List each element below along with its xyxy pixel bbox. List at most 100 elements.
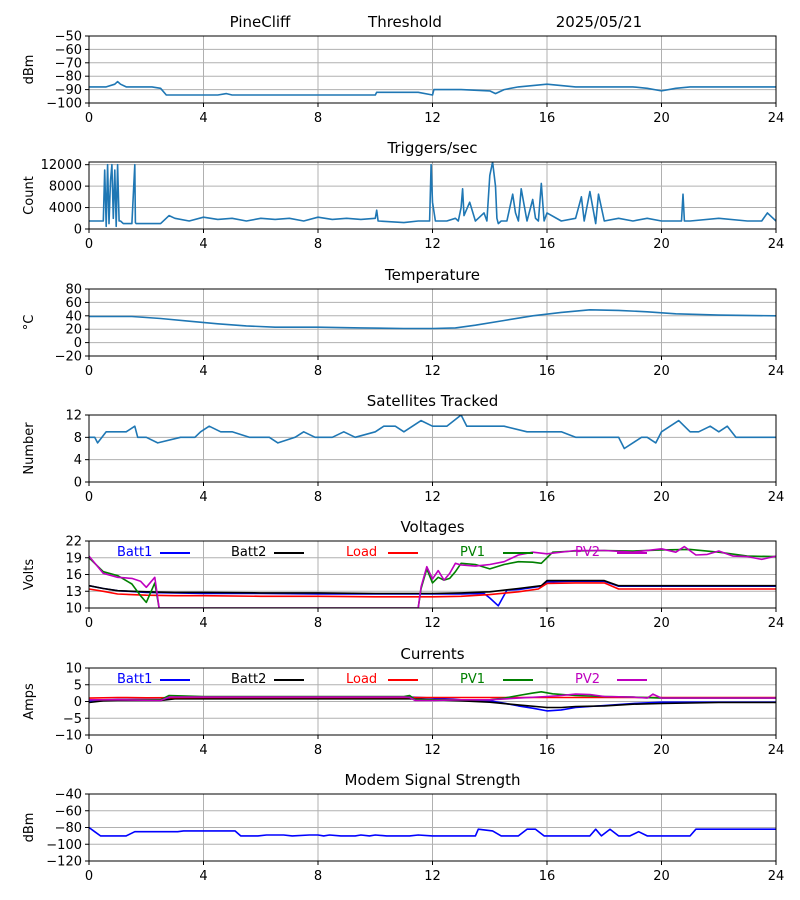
date-label: 2025/05/21	[556, 13, 642, 31]
legend-label-pv1: PV1	[460, 672, 485, 687]
x-tick-label: 8	[314, 869, 322, 884]
legend-label-batt2: Batt2	[231, 672, 266, 687]
y-axis-label: Number	[22, 422, 37, 475]
x-tick-label: 0	[85, 364, 93, 379]
y-tick-label: −50	[55, 30, 82, 45]
chart-title: Triggers/sec	[387, 139, 478, 157]
y-tick-label: 22	[65, 535, 82, 550]
x-tick-label: 8	[314, 616, 322, 631]
y-tick-label: 80	[65, 283, 82, 298]
x-tick-label: 24	[768, 490, 785, 505]
legend-label-batt1: Batt1	[117, 545, 152, 560]
x-tick-label: 4	[199, 616, 207, 631]
y-tick-label: 10	[65, 602, 82, 617]
y-axis-label: Volts	[22, 559, 37, 591]
y-axis-label: Amps	[22, 683, 37, 720]
series-line-load	[89, 582, 776, 598]
series-line	[89, 308, 776, 330]
legend-label-pv1: PV1	[460, 545, 485, 560]
x-tick-label: 20	[653, 743, 670, 758]
series-line-batt2	[89, 579, 776, 595]
x-tick-label: 24	[768, 616, 785, 631]
x-tick-label: 16	[539, 490, 556, 505]
x-tick-label: 0	[85, 490, 93, 505]
x-tick-label: 4	[199, 111, 207, 126]
series-line-pv1	[89, 548, 776, 608]
x-tick-label: 4	[199, 364, 207, 379]
y-tick-label: −100	[46, 97, 82, 112]
chart-panel-6: 0 4 8 12 16 20 24 −10 −5 0 510 Currents Amps Batt1 Bat…	[22, 645, 784, 758]
x-tick-label: 0	[85, 237, 93, 252]
x-tick-label: 24	[768, 869, 785, 884]
x-tick-label: 16	[539, 111, 556, 126]
y-tick-label: 5	[74, 678, 82, 693]
y-tick-label: 0	[74, 476, 82, 491]
x-tick-label: 20	[653, 111, 670, 126]
y-axis-label: Count	[22, 176, 37, 215]
y-tick-label: −5	[63, 712, 82, 727]
x-tick-label: 16	[539, 364, 556, 379]
legend-label-pv2: PV2	[575, 672, 600, 687]
x-tick-label: 24	[768, 743, 785, 758]
x-tick-label: 24	[768, 364, 785, 379]
y-axis-label: °C	[22, 315, 37, 331]
x-tick-label: 8	[314, 743, 322, 758]
x-tick-label: 12	[424, 869, 441, 884]
y-tick-label: −40	[55, 788, 82, 803]
x-tick-label: 16	[539, 616, 556, 631]
legend-label-batt1: Batt1	[117, 672, 152, 687]
y-tick-label: −120	[46, 855, 82, 870]
y-tick-label: −80	[55, 70, 82, 85]
y-tick-label: −10	[55, 729, 82, 744]
x-tick-label: 24	[768, 237, 785, 252]
x-tick-label: 16	[539, 743, 556, 758]
x-tick-label: 8	[314, 364, 322, 379]
x-tick-label: 20	[653, 490, 670, 505]
chart-panel-7: 0 4 8 12 16 20 24 −120 −100 −80 −60−40 Modem Signal…	[22, 771, 784, 884]
x-tick-label: 12	[424, 364, 441, 379]
legend-label-batt2: Batt2	[231, 545, 266, 560]
y-tick-label: 4000	[49, 201, 82, 216]
series-group	[89, 545, 776, 608]
y-tick-label: 20	[65, 323, 82, 338]
y-tick-label: −100	[46, 838, 82, 853]
chart-panel-4: 0 4 8 12 16 20 24 0 4 8 12 Satellites Tracked Number	[22, 392, 784, 505]
x-tick-label: 20	[653, 616, 670, 631]
y-tick-label: −60	[55, 804, 82, 819]
header: PineCliff Threshold 2025/05/21	[230, 13, 643, 31]
series-group	[89, 162, 776, 228]
mode-label: Threshold	[367, 13, 442, 31]
x-tick-label: 0	[85, 616, 93, 631]
y-tick-label: 19	[65, 551, 82, 566]
y-tick-label: 8000	[49, 180, 82, 195]
y-tick-label: 13	[65, 585, 82, 600]
series-group	[89, 80, 776, 96]
y-tick-label: −20	[55, 350, 82, 365]
chart-title: Satellites Tracked	[367, 392, 498, 410]
y-axis-label: dBm	[22, 813, 37, 843]
x-tick-label: 4	[199, 743, 207, 758]
y-tick-label: 8	[74, 431, 82, 446]
chart-title: Currents	[400, 645, 464, 663]
chart-panel-2: 0 4 8 12 16 20 24 0 4000 8000 12000 Triggers/sec Cou…	[22, 139, 784, 252]
y-tick-label: −90	[55, 83, 82, 98]
x-tick-label: 16	[539, 237, 556, 252]
x-tick-label: 16	[539, 869, 556, 884]
series-line	[89, 80, 776, 96]
x-tick-label: 20	[653, 237, 670, 252]
x-tick-label: 4	[199, 869, 207, 884]
chart-title: Voltages	[400, 518, 464, 536]
x-tick-label: 12	[424, 237, 441, 252]
series-group	[89, 308, 776, 330]
series-line-pv2	[89, 693, 776, 702]
x-tick-label: 0	[85, 111, 93, 126]
y-tick-label: 16	[65, 568, 82, 583]
legend-label-pv2: PV2	[575, 545, 600, 560]
x-tick-label: 12	[424, 616, 441, 631]
y-tick-label: 10	[65, 662, 82, 677]
y-axis-label: dBm	[22, 55, 37, 85]
series-group	[89, 826, 776, 837]
